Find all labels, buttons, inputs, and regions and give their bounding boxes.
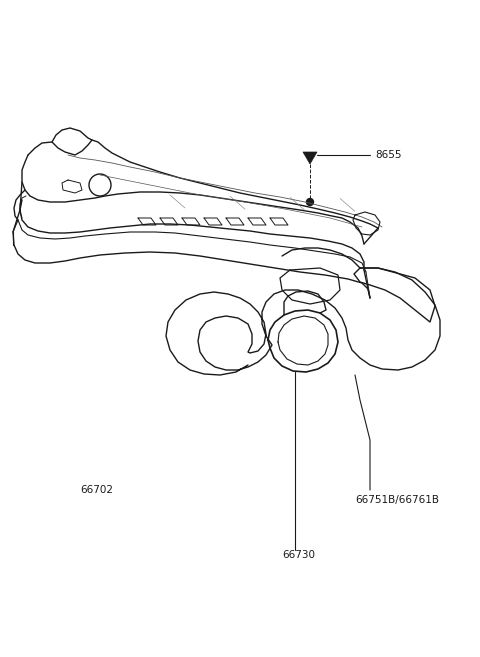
- Text: 66751B/66761B: 66751B/66761B: [355, 495, 439, 505]
- Polygon shape: [303, 152, 317, 164]
- Text: 66730: 66730: [282, 550, 315, 560]
- Text: 66702: 66702: [80, 485, 113, 495]
- Text: 8655: 8655: [375, 150, 401, 160]
- Circle shape: [307, 198, 313, 206]
